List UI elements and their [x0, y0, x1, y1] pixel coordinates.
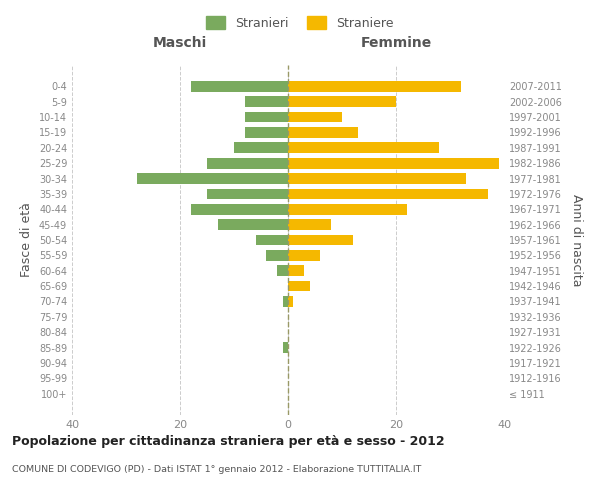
- Bar: [288, 234, 353, 246]
- Bar: [288, 81, 461, 92]
- Bar: [288, 188, 488, 200]
- Bar: [234, 142, 288, 153]
- Bar: [207, 158, 288, 168]
- Bar: [256, 234, 288, 246]
- Bar: [245, 96, 288, 107]
- Bar: [288, 219, 331, 230]
- Bar: [288, 266, 304, 276]
- Bar: [288, 204, 407, 214]
- Bar: [245, 112, 288, 122]
- Text: Maschi: Maschi: [153, 36, 207, 50]
- Bar: [283, 342, 288, 353]
- Bar: [266, 250, 288, 261]
- Bar: [191, 81, 288, 92]
- Text: Femmine: Femmine: [361, 36, 431, 50]
- Text: Popolazione per cittadinanza straniera per età e sesso - 2012: Popolazione per cittadinanza straniera p…: [12, 435, 445, 448]
- Y-axis label: Anni di nascita: Anni di nascita: [570, 194, 583, 286]
- Bar: [288, 142, 439, 153]
- Bar: [288, 127, 358, 138]
- Bar: [288, 158, 499, 168]
- Bar: [288, 173, 466, 184]
- Bar: [191, 204, 288, 214]
- Bar: [218, 219, 288, 230]
- Legend: Stranieri, Straniere: Stranieri, Straniere: [202, 11, 398, 35]
- Bar: [137, 173, 288, 184]
- Bar: [288, 296, 293, 307]
- Text: COMUNE DI CODEVIGO (PD) - Dati ISTAT 1° gennaio 2012 - Elaborazione TUTTITALIA.I: COMUNE DI CODEVIGO (PD) - Dati ISTAT 1° …: [12, 465, 421, 474]
- Bar: [207, 188, 288, 200]
- Bar: [288, 112, 342, 122]
- Bar: [288, 280, 310, 291]
- Bar: [245, 127, 288, 138]
- Bar: [277, 266, 288, 276]
- Bar: [288, 250, 320, 261]
- Bar: [283, 296, 288, 307]
- Y-axis label: Fasce di età: Fasce di età: [20, 202, 33, 278]
- Bar: [288, 96, 396, 107]
